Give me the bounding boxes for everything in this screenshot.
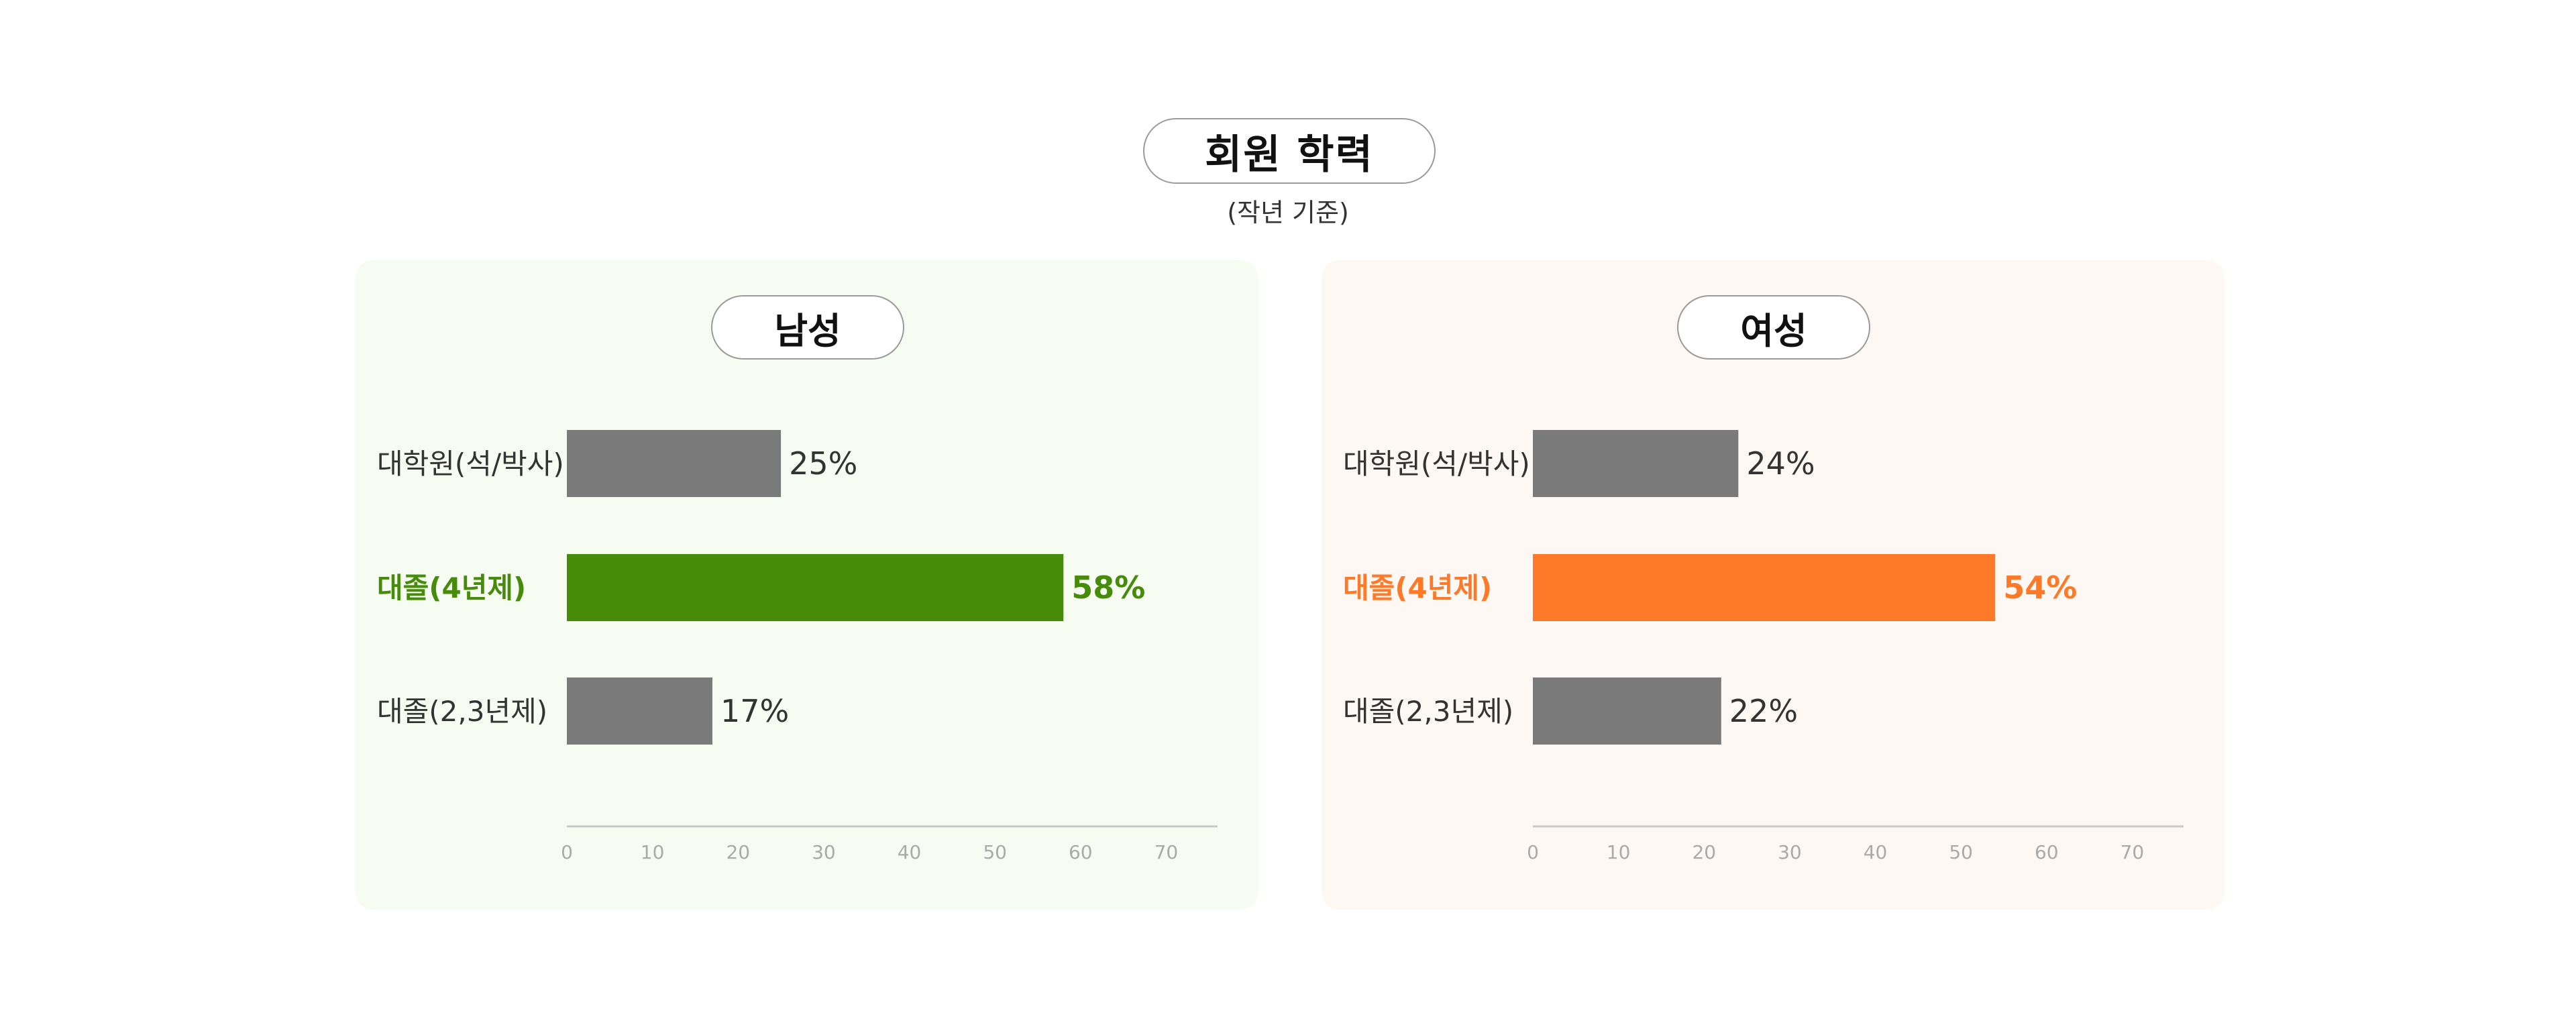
x-tick-label: 70 xyxy=(1155,841,1179,863)
x-tick-label: 40 xyxy=(1864,841,1888,863)
value-label: 25% xyxy=(789,445,857,482)
male-bar-chart: 대학원(석/박사) 25% 대졸(4년제) 58% 대졸(2,3년제) 17% 0 10 20 3… xyxy=(377,430,1218,863)
x-tick-label: 10 xyxy=(641,841,665,863)
female-chart-panel: 여성 대학원(석/박사) 24% 대졸(4년제) 54% 대졸(2,3년제) 22% 0 10… xyxy=(1322,260,2224,910)
category-label: 대졸(2,3년제) xyxy=(377,695,547,728)
bar xyxy=(567,677,712,745)
x-tick-label: 0 xyxy=(561,841,573,863)
x-tick-label: 30 xyxy=(1778,841,1802,863)
x-tick-label: 60 xyxy=(2035,841,2059,863)
x-tick-label: 30 xyxy=(812,841,836,863)
x-tick-label: 20 xyxy=(1692,841,1716,863)
x-tick-label: 0 xyxy=(1527,841,1539,863)
bar xyxy=(1533,430,1739,497)
x-tick-label: 70 xyxy=(2121,841,2145,863)
value-label: 24% xyxy=(1746,445,1815,482)
female-chart-title: 여성 xyxy=(1677,295,1870,360)
x-tick-label: 50 xyxy=(983,841,1007,863)
bar xyxy=(1533,677,1721,745)
value-label: 17% xyxy=(720,693,789,729)
male-chart-title: 남성 xyxy=(711,295,904,360)
x-tick-label: 20 xyxy=(726,841,750,863)
bar xyxy=(567,430,782,497)
category-label: 대졸(4년제) xyxy=(377,572,526,604)
bar xyxy=(567,554,1064,621)
value-label: 22% xyxy=(1729,693,1798,729)
bar xyxy=(1533,554,1996,621)
x-tick-label: 10 xyxy=(1607,841,1631,863)
x-tick-label: 50 xyxy=(1949,841,1973,863)
page-title: 회원 학력 xyxy=(1143,118,1436,184)
category-label: 대졸(2,3년제) xyxy=(1343,695,1513,728)
value-label: 58% xyxy=(1071,569,1145,606)
category-label: 대졸(4년제) xyxy=(1343,572,1492,604)
male-chart-panel: 남성 대학원(석/박사) 25% 대졸(4년제) 58% 대졸(2,3년제) 17% 0 10… xyxy=(356,260,1258,910)
category-label: 대학원(석/박사) xyxy=(1343,447,1530,480)
category-label: 대학원(석/박사) xyxy=(377,447,564,480)
x-tick-label: 40 xyxy=(898,841,922,863)
female-bar-chart: 대학원(석/박사) 24% 대졸(4년제) 54% 대졸(2,3년제) 22% 0 10 20 3… xyxy=(1343,430,2184,863)
page-subtitle: (작년 기준) xyxy=(1227,198,1349,227)
value-label: 54% xyxy=(2003,569,2077,606)
x-tick-label: 60 xyxy=(1069,841,1093,863)
